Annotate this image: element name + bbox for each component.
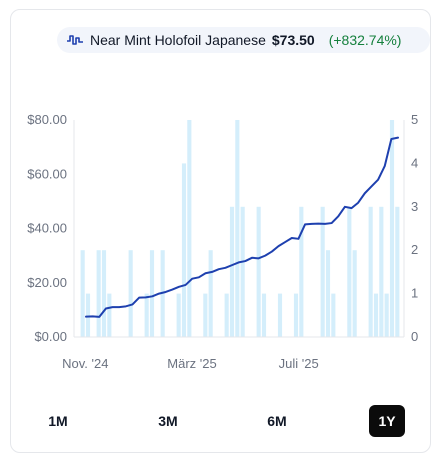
range-button-3m[interactable]: 3M [150,405,186,437]
volume-bar [261,293,267,337]
volume-bar [384,293,389,337]
y-axis-right-ticks: 0 1 2 3 4 5 [411,112,418,344]
volume-bar [101,250,107,337]
volume-bar [352,250,357,337]
volume-bar [235,120,240,337]
y-right-tick-label: 2 [411,242,418,257]
y-right-tick-label: 3 [411,199,418,214]
volume-bar [80,250,85,337]
volume-bar [203,293,208,337]
volume-bars [80,120,400,337]
volume-bar [229,206,235,337]
y-left-tick-label: $40.00 [27,221,67,236]
volume-bar [395,206,400,337]
y-left-tick-label: $80.00 [27,112,67,127]
y-axis-left-ticks: $0.00 $20.00 $40.00 $60.00 $80.00 [27,112,67,344]
y-right-tick-label: 0 [411,329,418,344]
volume-bars-icon [67,35,83,45]
volume-bar [149,250,155,337]
legend-change: (+832.74%) [328,32,402,48]
volume-bar [320,206,325,337]
volume-bar [208,250,213,337]
volume-bar [181,163,187,337]
volume-bar [347,206,352,337]
volume-bar [277,293,283,337]
volume-bar [256,206,261,337]
y-left-tick-label: $20.00 [27,275,67,290]
y-right-tick-label: 5 [411,112,418,127]
volume-bar [368,206,373,337]
volume-bar [107,293,112,337]
x-axis-ticks: Nov. '24 März '25 Juli '25 [62,356,319,371]
volume-bar [224,293,229,337]
price-line [85,136,399,318]
y-right-tick-label: 4 [411,155,418,170]
volume-bar [96,250,101,337]
time-range-selector: 1M 3M 6M 1Y [0,405,443,439]
volume-bar [176,293,181,337]
volume-bar [325,250,331,337]
volume-bar [331,293,336,337]
y-left-tick-label: $0.00 [34,329,67,344]
range-button-1y[interactable]: 1Y [369,405,405,437]
volume-bar [144,293,149,337]
range-button-6m[interactable]: 6M [259,405,295,437]
x-tick-label: Juli '25 [279,356,319,371]
volume-bar [389,120,395,337]
volume-bar [373,293,379,337]
range-button-1m[interactable]: 1M [40,405,76,437]
volume-bar [293,293,299,337]
volume-bar [379,206,384,337]
volume-bar [128,250,133,337]
y-left-tick-label: $60.00 [27,166,67,181]
x-tick-label: März '25 [167,356,216,371]
chart-card [10,9,431,453]
volume-bar [240,206,245,337]
x-tick-label: Nov. '24 [62,356,108,371]
chart-legend: Near Mint Holofoil Japanese $73.50 (+832… [57,27,430,53]
legend-series-name: Near Mint Holofoil Japanese [90,32,266,48]
volume-bar [85,293,91,337]
volume-bar [299,206,304,337]
volume-bar [187,120,192,337]
y-right-tick-label: 1 [411,286,418,301]
legend-price: $73.50 [271,32,315,48]
